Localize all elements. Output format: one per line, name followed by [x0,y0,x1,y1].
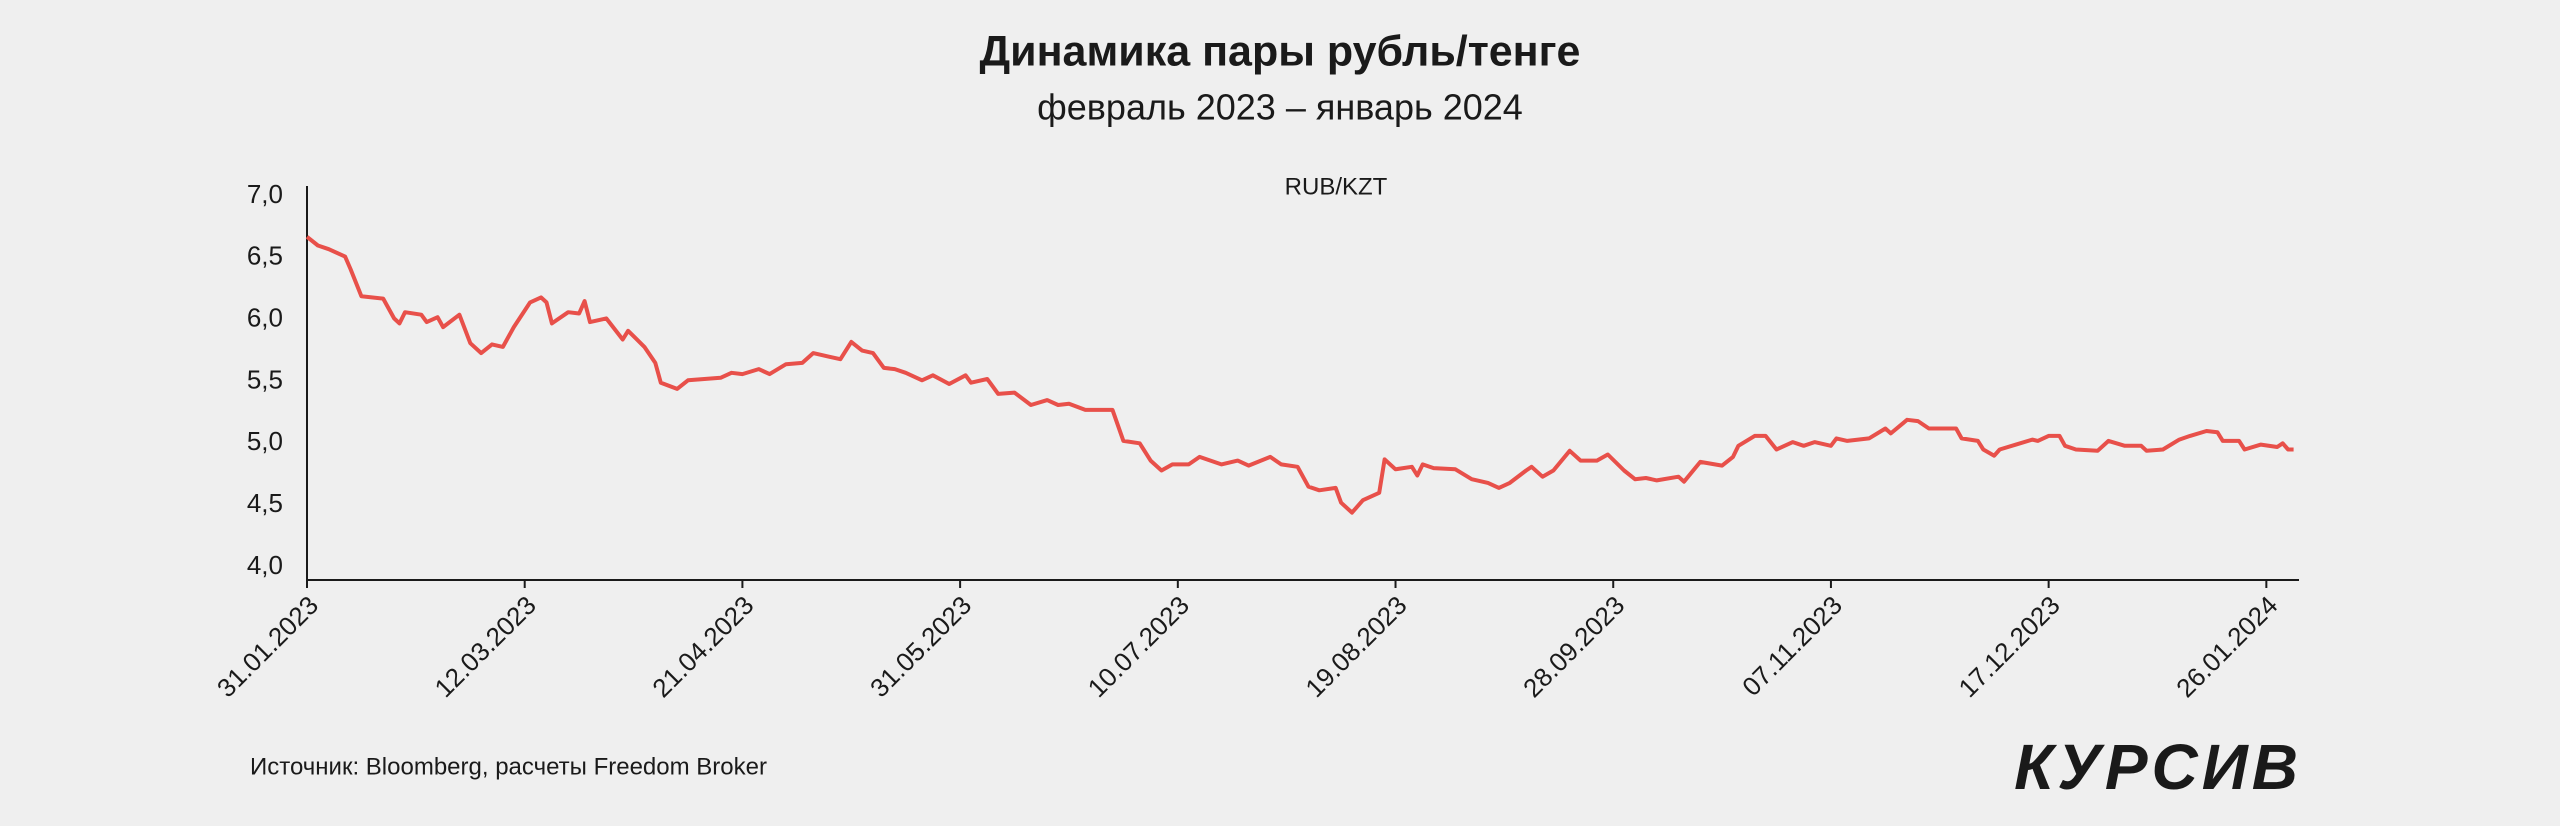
chart-subtitle: февраль 2023 – январь 2024 [1037,87,1523,128]
logo: КУРСИВ [2014,731,2302,803]
y-tick-label: 6,5 [247,241,283,271]
y-tick-label: 5,0 [247,426,283,456]
y-tick-label: 4,5 [247,488,283,518]
y-tick-label: 7,0 [247,179,283,209]
series-label: RUB/KZT [1285,173,1388,200]
y-tick-label: 4,0 [247,550,283,580]
source-note: Источник: Bloomberg, расчеты Freedom Bro… [250,753,767,780]
chart-title: Динамика пары рубль/тенге [980,27,1581,75]
y-tick-label: 6,0 [247,303,283,333]
y-tick-label: 5,5 [247,364,283,394]
data-line [305,235,2294,515]
